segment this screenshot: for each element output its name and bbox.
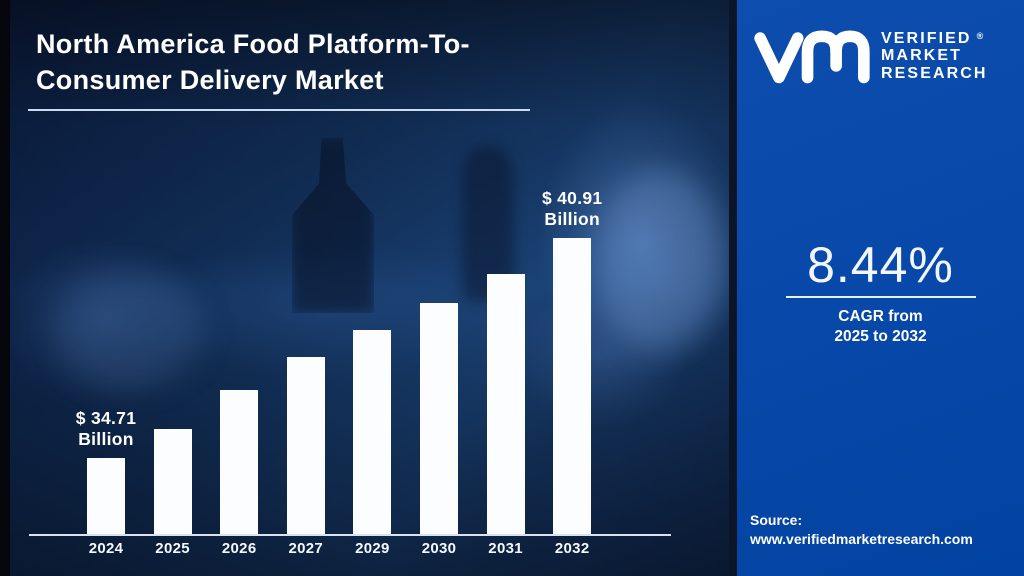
vmr-logo-icon [754,30,870,84]
cagr-underline [785,296,976,298]
title-line-2: Consumer Delivery Market [36,65,384,95]
brand-word-market: MARKET [881,47,963,65]
x-tick-label-2031: 2031 [488,540,523,557]
bar-2031 [486,274,525,534]
bar-2032 [553,238,592,534]
page-title: North America Food Platform-To- Consumer … [36,26,470,98]
value-label-2032: $ 40.91 Billion [541,188,603,229]
source-label: Source: [750,512,803,528]
source-block: Source: www.verifiedmarketresearch.com [750,511,973,549]
title-block: North America Food Platform-To- Consumer … [28,26,530,111]
title-line-1: North America Food Platform-To- [36,29,470,59]
fryer-basket-highlight [55,270,205,390]
cagr-label: CAGR from 2025 to 2032 [737,307,1024,347]
left-edge-strip [0,0,10,576]
x-tick-label-2029: 2029 [355,540,390,557]
source-url[interactable]: www.verifiedmarketresearch.com [750,531,973,547]
bar-2024 [87,458,125,534]
bar-2030 [420,303,458,534]
bar-chart: 2024 2025 2026 2027 2029 2030 2031 2032 $ 34.71 B… [29,188,671,557]
cagr-value: 8.44% [807,237,954,293]
x-tick-label-2025: 2025 [155,540,190,557]
brand-word-verified: VERIFIED [881,29,972,47]
bar-2026 [220,390,259,534]
x-tick-label-2032: 2032 [554,540,590,557]
cagr-label-line-1: CAGR from [838,308,923,325]
brand-word-research: RESEARCH [881,64,988,82]
x-tick-label-2030: 2030 [421,540,457,557]
value-label-2024: $ 34.71 Billion [75,408,137,449]
registered-trademark-icon: ® [976,30,984,41]
panel-divider [729,0,737,576]
x-tick-label-2027: 2027 [288,540,324,557]
fries-basket-highlight [595,170,725,350]
right-panel: VERIFIED ® MARKET RESEARCH 8.44% CAGR fro… [737,0,1024,576]
brand-logo-text: VERIFIED ® MARKET RESEARCH [881,30,988,83]
title-underline [28,109,530,111]
cagr-block: 8.44% CAGR from 2025 to 2032 [737,238,1024,347]
cagr-label-line-2: 2025 to 2032 [834,328,927,345]
x-tick-label-2024: 2024 [88,540,124,557]
bar-2025 [153,429,192,534]
background-photo [10,0,729,576]
bar-2029 [353,330,392,534]
x-axis-line [29,534,671,536]
brand-logo: VERIFIED ® MARKET RESEARCH [753,26,988,86]
bar-2027 [286,357,325,534]
x-tick-label-2026: 2026 [221,540,257,557]
